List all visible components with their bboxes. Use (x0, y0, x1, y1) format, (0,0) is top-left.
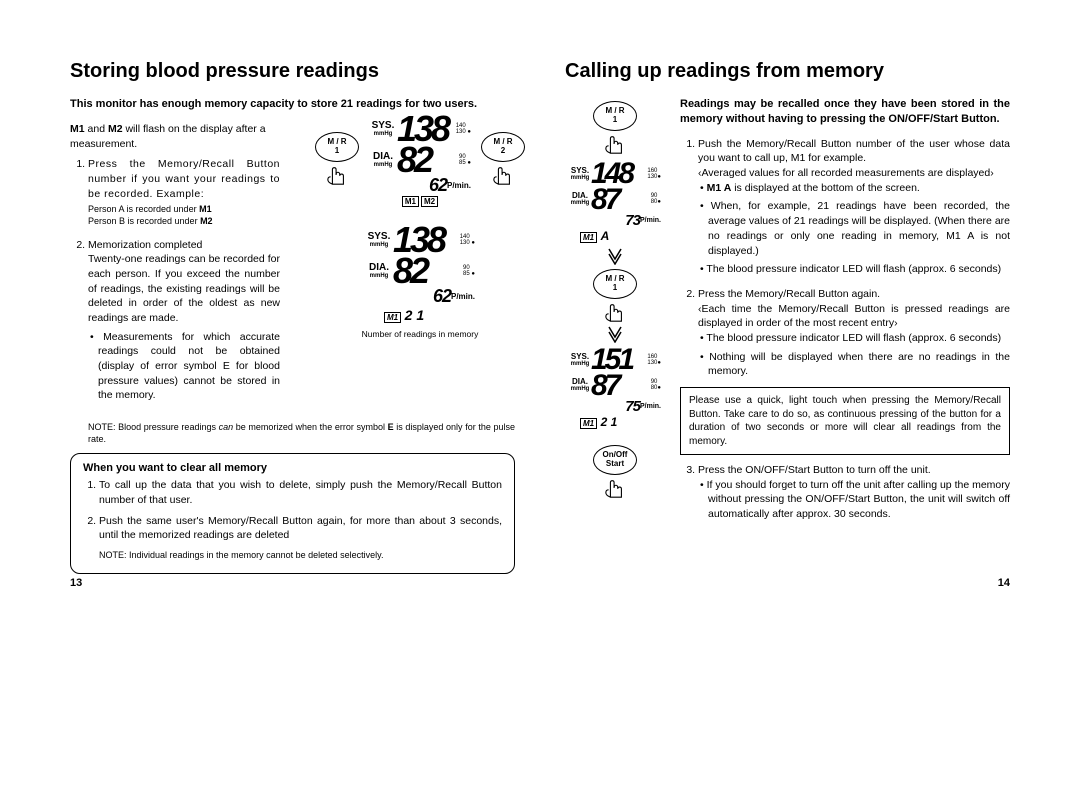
fig-caption: Number of readings in memory (315, 329, 525, 339)
right-li1: Push the Memory/Recall Button number of … (698, 137, 1010, 277)
clear-title: When you want to clear all memory (83, 462, 502, 474)
flash-text: M1 and M2 will flash on the display afte… (70, 122, 280, 151)
mr2-button: M / R2 (481, 132, 525, 162)
right-intro: Readings may be recalled once they have … (680, 97, 1010, 127)
right-li2: Press the Memory/Recall Button again. ‹E… (698, 287, 1010, 379)
clear-li1: To call up the data that you wish to del… (99, 478, 502, 507)
lcd-display-1: SYS.mmHg138140130 ● DIA.mmHg829085 ● 62P… (363, 110, 477, 211)
arrow-down-icon (605, 325, 625, 343)
lcd-display-b: SYS.mmHg151160130● DIA.mmHg879080● 75P/m… (563, 343, 667, 433)
left-note: NOTE: Blood pressure readings can be mem… (70, 421, 515, 445)
clear-li2: Push the same user's Memory/Recall Butto… (99, 514, 502, 543)
left-li1: Press the Memory/Recall Button number if… (88, 157, 280, 227)
left-li2: Memorization completed Twenty-one readin… (88, 238, 280, 404)
hand-icon (489, 164, 517, 186)
hand-icon (601, 477, 629, 499)
mr-button-2: M / R1 (593, 269, 637, 299)
page-number-right: 14 (998, 577, 1010, 589)
left-title: Storing blood pressure readings (70, 60, 515, 83)
right-figures: M / R1 SYS.mmHg148160130● DIA.mmHg879080… (565, 97, 665, 501)
onoff-button: On/OffStart (593, 445, 637, 475)
right-li3: Press the ON/OFF/Start Button to turn of… (698, 463, 1010, 522)
mr-button: M / R1 (593, 101, 637, 131)
lcd-display-a: SYS.mmHg148160130● DIA.mmHg879080● 73P/m… (563, 157, 667, 247)
page-number-left: 13 (70, 577, 82, 589)
hand-icon (323, 164, 351, 186)
hand-icon (601, 133, 629, 155)
left-figures: M / R1 SYS.mmHg138140130 ● DIA.mmHg82908… (315, 110, 525, 339)
arrow-down-icon (605, 247, 625, 265)
clear-memory-box: When you want to clear all memory To cal… (70, 453, 515, 574)
clear-note: NOTE: Individual readings in the memory … (83, 549, 502, 561)
right-page: Calling up readings from memory M / R1 S… (565, 60, 1010, 574)
hand-icon (601, 301, 629, 323)
right-body: Readings may be recalled once they have … (680, 97, 1010, 522)
left-body: M1 and M2 will flash on the display afte… (70, 122, 280, 403)
left-page: Storing blood pressure readings This mon… (70, 60, 515, 574)
mr1-button: M / R1 (315, 132, 359, 162)
right-title: Calling up readings from memory (565, 60, 1010, 83)
lcd-display-2: SYS.mmHg138140130 ● DIA.mmHg829085 ● 62P… (359, 221, 481, 327)
caution-box: Please use a quick, light touch when pre… (680, 387, 1010, 455)
